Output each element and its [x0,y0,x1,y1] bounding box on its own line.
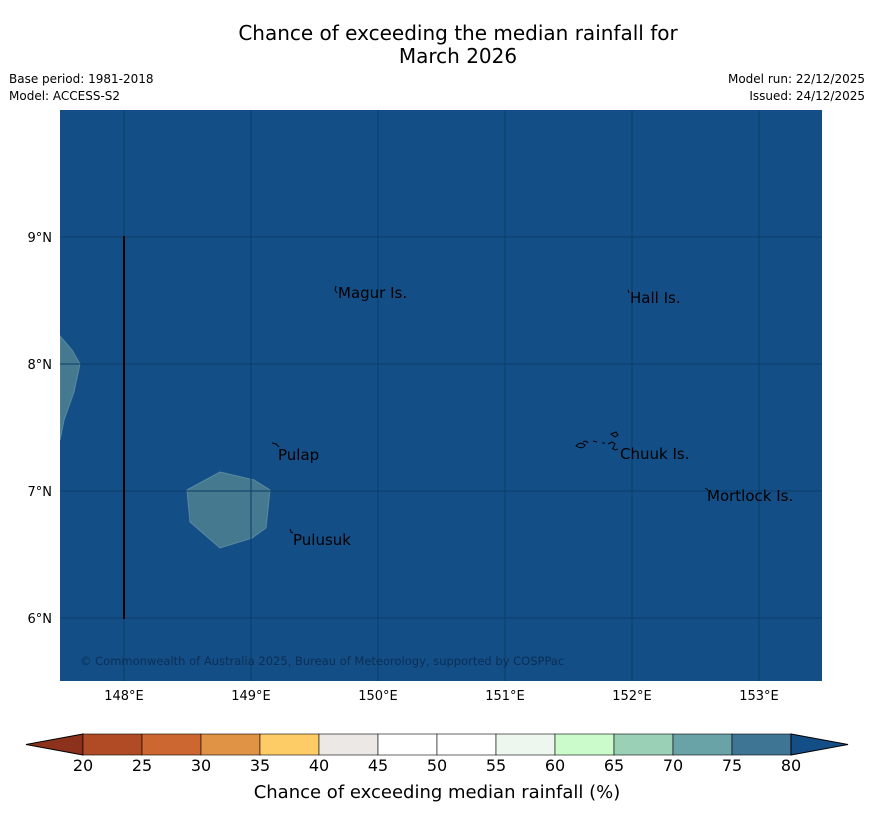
meta-right: Model run: 22/12/2025 Issued: 24/12/2025 [728,71,865,105]
colorbar-tick-label: 45 [368,756,388,775]
hall-island-outline [627,289,630,294]
lon-label-149: 149°E [231,689,271,704]
magur-island-outline [334,285,338,294]
colorbar-cell [200,733,261,756]
colorbar-cell [377,733,438,756]
lat-label-8n: 8°N [28,358,53,373]
lat-label-7n: 7°N [28,485,53,500]
colorbar-tick-label: 65 [604,756,624,775]
chart-title: Chance of exceeding the median rainfall … [0,22,873,68]
map-panel: Magur Is. Hall Is. Pulap Chuuk Is. Mortl… [60,110,822,681]
colorbar-cell [318,733,379,756]
lon-label-153: 153°E [739,689,779,704]
colorbar-tick-label: 25 [132,756,152,775]
base-period-text: Base period: 1981-2018 [9,72,154,86]
mortlock-island-outline [704,487,709,491]
colorbar-tick-label: 70 [663,756,683,775]
colorbar-tick-label: 60 [545,756,565,775]
colorbar-tick-label: 20 [73,756,93,775]
model-run-text: Model run: 22/12/2025 [727,72,865,86]
graticule [60,110,822,681]
pulusuk-island-outline [289,528,294,534]
colorbar-cell [613,733,674,756]
colorbar-under-extension [25,733,84,756]
lat-label-6n: 6°N [28,612,53,627]
place-label-pulap: Pulap [278,446,319,464]
colorbar-over-extension [790,733,849,756]
colorbar-cells [25,733,849,756]
colorbar-tick-labels: 20 25 30 35 40 45 50 55 60 65 70 75 80 [73,756,801,775]
chuuk-island-outlines [575,431,619,451]
place-label-mortlock: Mortlock Is. [707,487,793,505]
lon-label-148: 148°E [104,689,144,704]
longitude-labels: 148°E 149°E 150°E 151°E 152°E 153°E [104,689,779,704]
colorbar-label: Chance of exceeding median rainfall (%) [254,782,621,803]
colorbar-tick-label: 80 [781,756,801,775]
model-text: Model: ACCESS-S2 [9,89,121,103]
title-line-1: Chance of exceeding the median rainfall … [238,21,678,45]
rainfall-probability-patch-west [60,335,81,441]
place-label-magur: Magur Is. [338,284,407,302]
island-outlines [271,285,709,534]
map-background [60,110,822,681]
latitude-labels: 9°N 8°N 7°N 6°N [28,231,53,627]
colorbar-cell [141,733,202,756]
copyright-notice: © Commonwealth of Australia 2025, Bureau… [80,654,564,668]
meta-left: Base period: 1981-2018 Model: ACCESS-S2 [9,71,154,105]
colorbar-cell [82,733,143,756]
place-label-pulusuk: Pulusuk [293,531,351,549]
colorbar-tick-label: 75 [722,756,742,775]
issued-text: Issued: 24/12/2025 [749,89,865,103]
lon-label-152: 152°E [612,689,652,704]
colorbar-cell [259,733,320,756]
place-label-chuuk: Chuuk Is. [620,445,689,463]
title-line-2: March 2026 [398,44,518,68]
lon-label-151: 151°E [485,689,525,704]
rainfall-probability-patch-south [186,471,271,549]
colorbar-tick-label: 40 [309,756,329,775]
colorbar-cell [436,733,497,756]
colorbar-tick-label: 35 [250,756,270,775]
colorbar-tick-label: 30 [191,756,211,775]
lat-label-9n: 9°N [28,231,53,246]
colorbar-cell [554,733,615,756]
place-label-hall: Hall Is. [630,289,681,307]
pulap-island-outline [271,442,280,448]
colorbar-cell [672,733,733,756]
colorbar-cell [495,733,556,756]
colorbar-cell [731,733,792,756]
colorbar-tick-label: 50 [427,756,447,775]
lon-label-150: 150°E [358,689,398,704]
colorbar-tick-label: 55 [486,756,506,775]
colorbar: 20 25 30 35 40 45 50 55 60 65 70 75 80 Chance of exc… [25,733,849,803]
